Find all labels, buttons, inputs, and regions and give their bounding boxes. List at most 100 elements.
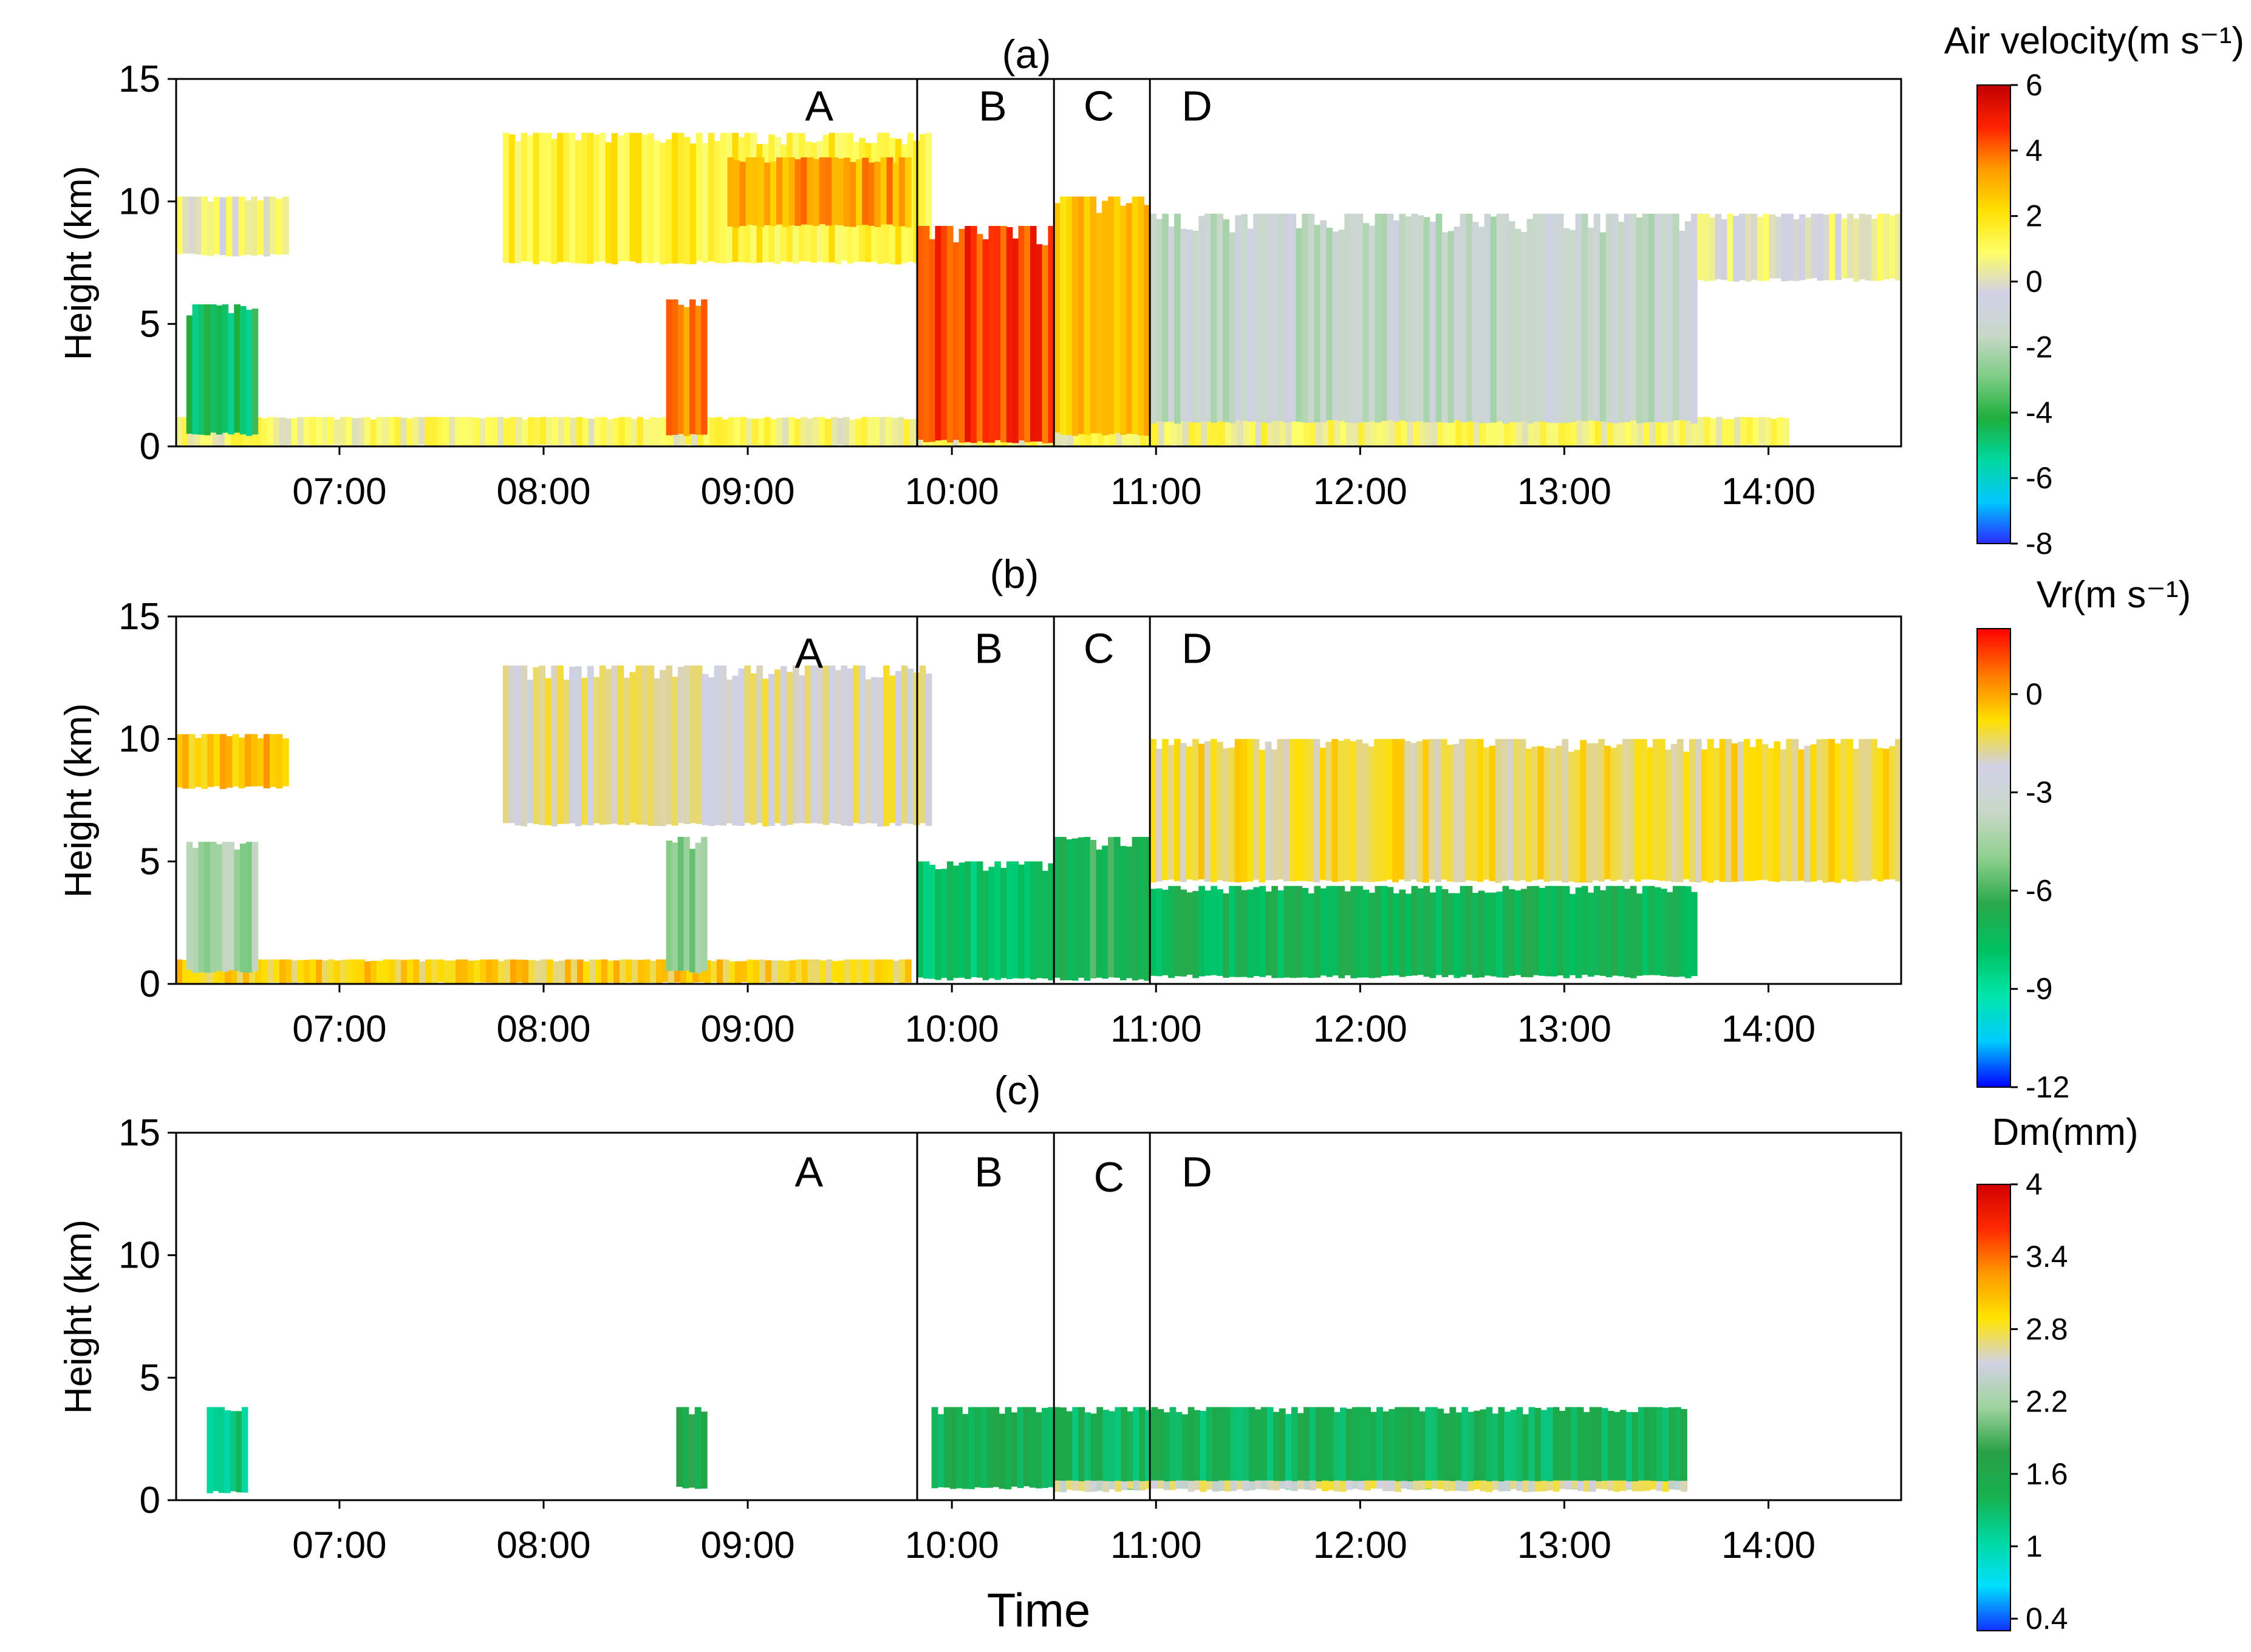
heatmap-cell-early-cells — [251, 309, 259, 435]
colorbar-tick-label: 4 — [2026, 134, 2043, 168]
heatmap-cell-bottom-large-drops — [1096, 1480, 1104, 1491]
heatmap-cell-low-level layer — [1407, 417, 1414, 446]
heatmap-cell-ice-stratiform — [1543, 748, 1551, 882]
heatmap-cell-rain-D — [1636, 893, 1643, 976]
x-tick-label: 10:00 — [905, 1524, 999, 1566]
heatmap-cell-ice-stratiform — [1362, 743, 1369, 882]
heatmap-cell-low-level layer — [418, 417, 426, 445]
heatmap-cell-rain-D — [1235, 886, 1242, 977]
heatmap-cell-ice-anvil — [629, 672, 637, 823]
y-tick-label: 5 — [140, 303, 160, 345]
heatmap-cell-low-level layer — [576, 417, 583, 446]
heatmap-cell-near-surface — [825, 959, 833, 984]
heatmap-cell-ice-stratiform — [1525, 748, 1532, 882]
heatmap-cell-near-surface — [401, 960, 408, 983]
heatmap-cell-rain-D — [1502, 886, 1509, 978]
colorbar-a-ticks: 6 4 2 0 -2 -4 -6 -8 — [2010, 68, 2052, 561]
heatmap-cell-early-cells — [216, 305, 223, 435]
heatmap-cell-near-surface — [443, 960, 450, 983]
heatmap-cell-anvil-early — [263, 196, 270, 257]
heatmap-cell-low-level layer — [1364, 417, 1371, 446]
heatmap-cell-convective-B — [965, 226, 971, 442]
heatmap-cell-ice-anvil — [919, 665, 926, 824]
heatmap-cell-convective-B — [1018, 226, 1025, 441]
heatmap-cell-low-level layer — [807, 418, 813, 446]
heatmap-cell-ice-stratiform — [1337, 740, 1345, 882]
heatmap-cell-early-cells — [210, 842, 217, 973]
colorbar-tick-label: 0.4 — [2026, 1602, 2068, 1636]
heatmap-cell-stratiform — [1660, 213, 1667, 423]
heatmap-cell-period-CD — [1175, 1411, 1183, 1487]
heatmap-cell-ice-stratiform — [1816, 739, 1823, 881]
heatmap-cell-ice-anvil — [883, 665, 890, 827]
heatmap-cell-ice-stratiform — [1531, 746, 1539, 881]
heatmap-cell-near-surface — [856, 959, 863, 983]
heatmap-cell-rain-D — [1265, 891, 1272, 976]
heatmap-cell-convective-B — [1042, 245, 1049, 443]
heatmap-cell-low-level layer — [722, 419, 729, 446]
heatmap-cell-early-cells — [224, 1410, 231, 1493]
heatmap-cell-ice-anvil — [835, 670, 842, 824]
heatmap-cell-low-level layer — [1425, 417, 1432, 446]
heatmap-cell-stratiform — [1156, 219, 1163, 422]
heatmap-cell-early-cells — [186, 315, 193, 434]
heatmap-cell-bottom-large-drops — [1474, 1480, 1481, 1489]
heatmap-cell-ice-anvil — [702, 674, 709, 825]
heatmap-cell-low-level layer — [1625, 419, 1632, 446]
heatmap-cell-low-level layer — [909, 418, 917, 446]
heatmap-cell-rain-B — [1042, 870, 1049, 978]
heatmap-cell-convective-B — [935, 226, 941, 441]
heatmap-cell-core-upper — [782, 157, 790, 227]
heatmap-cell-period-CD — [1303, 1407, 1310, 1488]
heatmap-cell-near-surface — [601, 959, 608, 984]
heatmap-cell-rain-D — [1532, 886, 1540, 975]
heatmap-cell-period-CD — [1455, 1412, 1463, 1487]
heatmap-cell-low-level layer — [340, 417, 347, 446]
heatmap-cell-period-CD — [1401, 1407, 1407, 1487]
heatmap-cell-stratiform — [1405, 216, 1412, 422]
heatmap-cell-low-level layer — [1546, 417, 1553, 446]
heatmap-cell-rain-D — [1253, 887, 1260, 976]
panel-a-title: (a) — [1002, 32, 1051, 77]
heatmap-cell-bottom-large-drops — [1650, 1481, 1657, 1490]
heatmap-cell-low-level layer — [776, 417, 783, 446]
heatmap-cell-near-surface — [255, 959, 262, 984]
heatmap-cell-rain-C — [1138, 837, 1145, 980]
heatmap-cell-ice-stratiform — [1271, 749, 1278, 881]
heatmap-cell-ice-stratiform — [1458, 739, 1466, 882]
heatmap-cell-low-level layer — [1189, 419, 1195, 446]
heatmap-cell-low-level layer — [449, 417, 456, 446]
panel-b-heatmap — [176, 665, 1901, 984]
heatmap-cell-outflow-anvil — [1763, 213, 1770, 281]
heatmap-cell-ice-early — [276, 734, 283, 789]
heatmap-cell-cell-0840 — [689, 299, 696, 434]
heatmap-cell-period-CD — [1121, 1407, 1128, 1487]
heatmap-cell-low-level layer — [297, 417, 304, 446]
period-label-c: C — [1094, 1153, 1125, 1201]
heatmap-cell-stratiform — [1526, 219, 1534, 424]
heatmap-cell-anvil-early — [213, 197, 220, 254]
heatmap-cell-low-level layer — [1352, 418, 1359, 446]
heatmap-cell-period-CD — [1480, 1409, 1487, 1490]
heatmap-cell-near-surface — [468, 960, 474, 984]
heatmap-cell-convective-C — [1090, 196, 1097, 434]
heatmap-cell-rain-D — [1563, 886, 1570, 978]
heatmap-cell-low-level layer — [1558, 418, 1565, 446]
heatmap-cell-early-cells — [222, 842, 229, 972]
heatmap-cell-low-level layer — [1358, 418, 1365, 446]
panel-c-heatmap — [207, 1407, 1687, 1493]
heatmap-cell-cell-0840 — [672, 299, 678, 435]
heatmap-cell-low-level layer — [1673, 417, 1681, 446]
panel-a-x-axis: 07:00 08:00 09:00 10:00 11:00 12:00 13:00 14:00 — [292, 446, 1815, 513]
heatmap-cell-low-level layer — [1152, 418, 1159, 446]
heatmap-cell-bottom-large-drops — [1504, 1480, 1511, 1492]
heatmap-cell-bottom-large-drops — [1376, 1480, 1383, 1489]
heatmap-cell-near-surface — [456, 959, 462, 984]
heatmap-cell-period-B — [1048, 1407, 1054, 1487]
heatmap-cell-ice-stratiform — [1313, 739, 1320, 882]
heatmap-cell-low-level layer — [1328, 417, 1335, 446]
colorbar-tick-label: -3 — [2026, 776, 2052, 810]
heatmap-cell-near-surface — [535, 960, 541, 984]
heatmap-cell-rain-D — [1654, 887, 1661, 975]
heatmap-cell-anvil-upper — [508, 134, 516, 264]
